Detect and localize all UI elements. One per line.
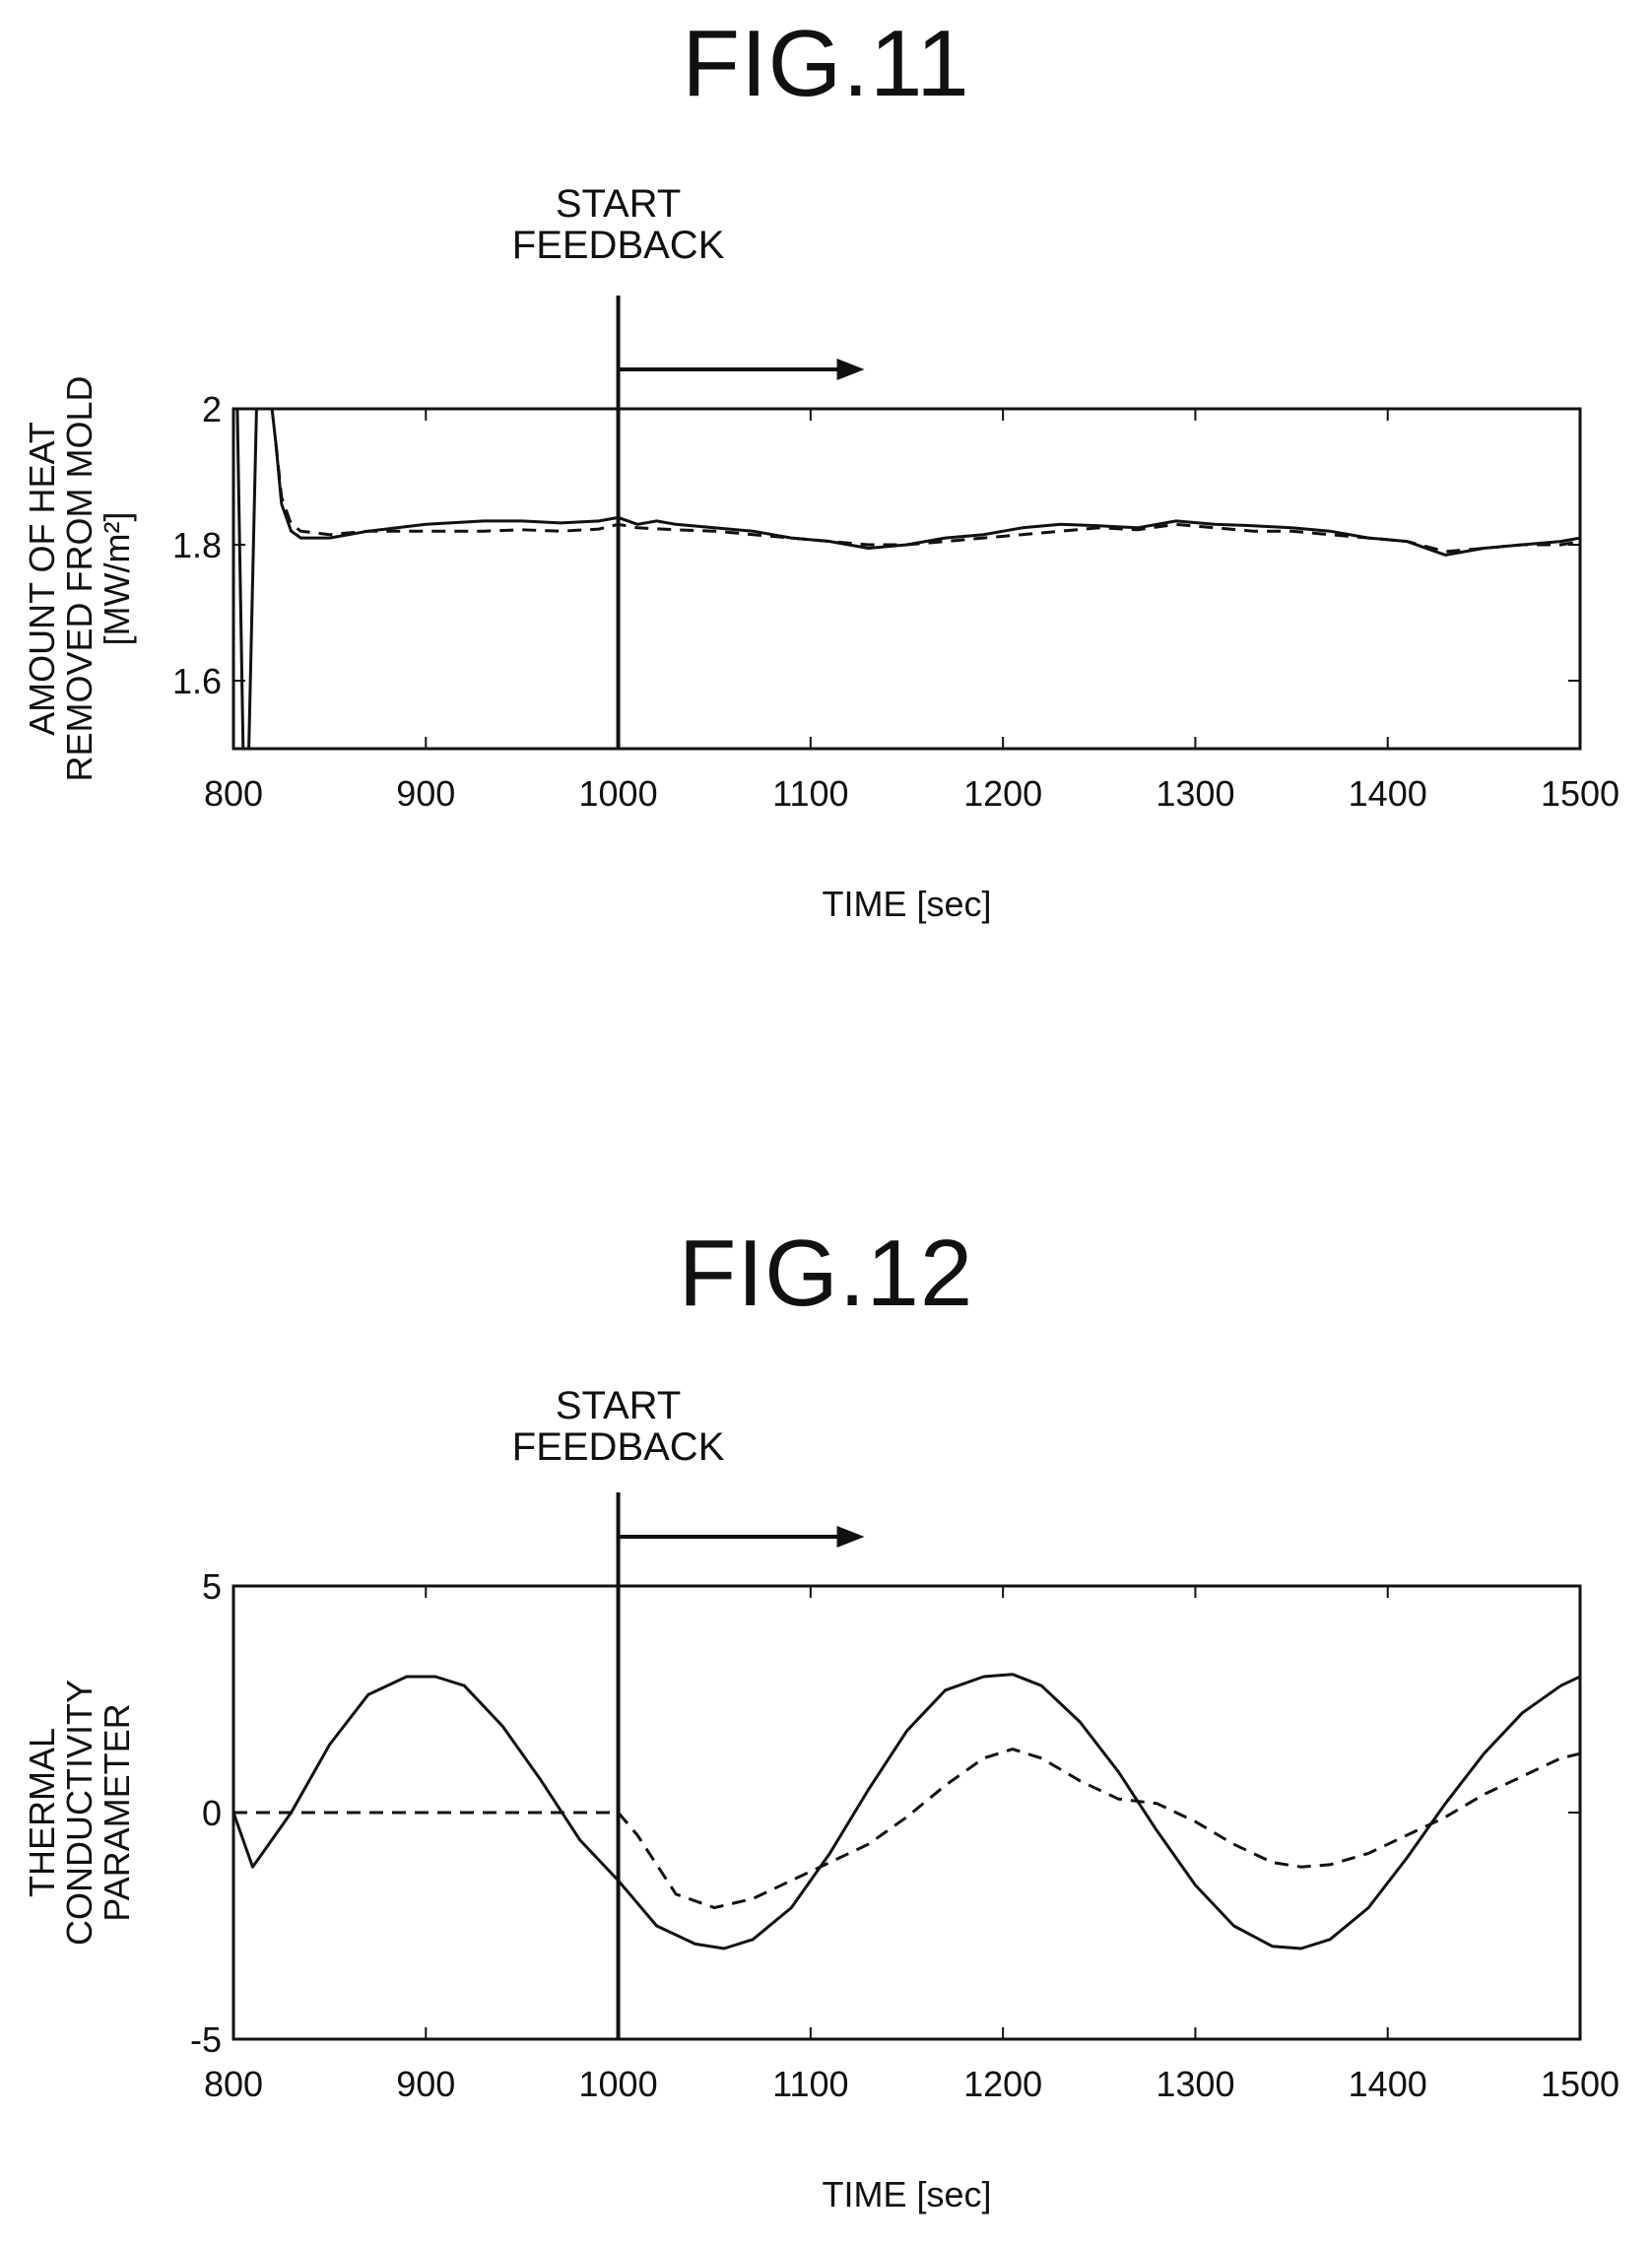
x-axis-label: TIME [sec] bbox=[822, 2174, 991, 2214]
y-axis-label-line: REMOVED FROM MOLD bbox=[59, 375, 99, 781]
x-tick-label: 1400 bbox=[1349, 2064, 1427, 2104]
figure-11-title: FIG.11 bbox=[682, 11, 970, 116]
figure-12-title: FIG.12 bbox=[678, 1221, 974, 1326]
feedback-arrow-head bbox=[836, 1526, 865, 1548]
feedback-arrow-head bbox=[836, 359, 865, 380]
x-tick-label: 1200 bbox=[963, 2064, 1042, 2104]
y-axis-label-line: THERMAL bbox=[22, 1728, 62, 1897]
series-line-solid bbox=[235, 409, 1580, 749]
x-tick-label: 800 bbox=[204, 773, 263, 814]
series-line-solid bbox=[233, 1673, 1580, 1950]
x-tick-label: 1000 bbox=[579, 773, 658, 814]
y-tick-label: 2 bbox=[202, 389, 222, 429]
x-tick-label: 900 bbox=[396, 773, 455, 814]
series-line-dashed bbox=[233, 1748, 1580, 1910]
x-tick-label: 1500 bbox=[1541, 2064, 1619, 2104]
x-tick-label: 1300 bbox=[1156, 2064, 1234, 2104]
x-tick-label: 1300 bbox=[1156, 773, 1234, 814]
annotation-line: FEEDBACK bbox=[512, 224, 725, 267]
annotation-line: START bbox=[556, 1384, 681, 1427]
y-tick-label: 5 bbox=[202, 1566, 222, 1607]
x-tick-label: 800 bbox=[204, 2064, 263, 2104]
y-tick-label: -5 bbox=[190, 2019, 222, 2060]
y-axis-label-line: PARAMETER bbox=[97, 1703, 137, 1921]
x-tick-label: 1100 bbox=[772, 773, 848, 814]
fig12-chart: 800 900 1000 1100 1200 1300 1400 1500 -5 0 5 STARTF… bbox=[22, 1384, 1619, 2214]
plot-frame bbox=[231, 1584, 1582, 2041]
series-line-dashed bbox=[274, 442, 1580, 554]
y-tick-label: 1.8 bbox=[172, 525, 222, 565]
y-axis-label-line: AMOUNT OF HEAT bbox=[22, 422, 62, 736]
y-tick-label: 0 bbox=[202, 1793, 222, 1833]
fig11-chart: 800 900 1000 1100 1200 1300 1400 1500 1.6 1.8 2 STA… bbox=[22, 182, 1619, 924]
x-tick-label: 1000 bbox=[579, 2064, 658, 2104]
x-tick-label: 900 bbox=[396, 2064, 455, 2104]
x-axis-label: TIME [sec] bbox=[822, 884, 991, 924]
x-tick-label: 1200 bbox=[963, 773, 1042, 814]
y-tick-label: 1.6 bbox=[172, 661, 222, 701]
y-axis-label-line: [MW/m²] bbox=[97, 512, 137, 646]
annotation-line: START bbox=[556, 182, 681, 226]
x-tick-label: 1100 bbox=[772, 2064, 848, 2104]
plot-frame bbox=[231, 407, 1582, 751]
y-axis-label-line: CONDUCTIVITY bbox=[59, 1680, 99, 1946]
x-tick-label: 1400 bbox=[1349, 773, 1427, 814]
x-tick-label: 1500 bbox=[1541, 773, 1619, 814]
annotation-line: FEEDBACK bbox=[512, 1425, 725, 1469]
